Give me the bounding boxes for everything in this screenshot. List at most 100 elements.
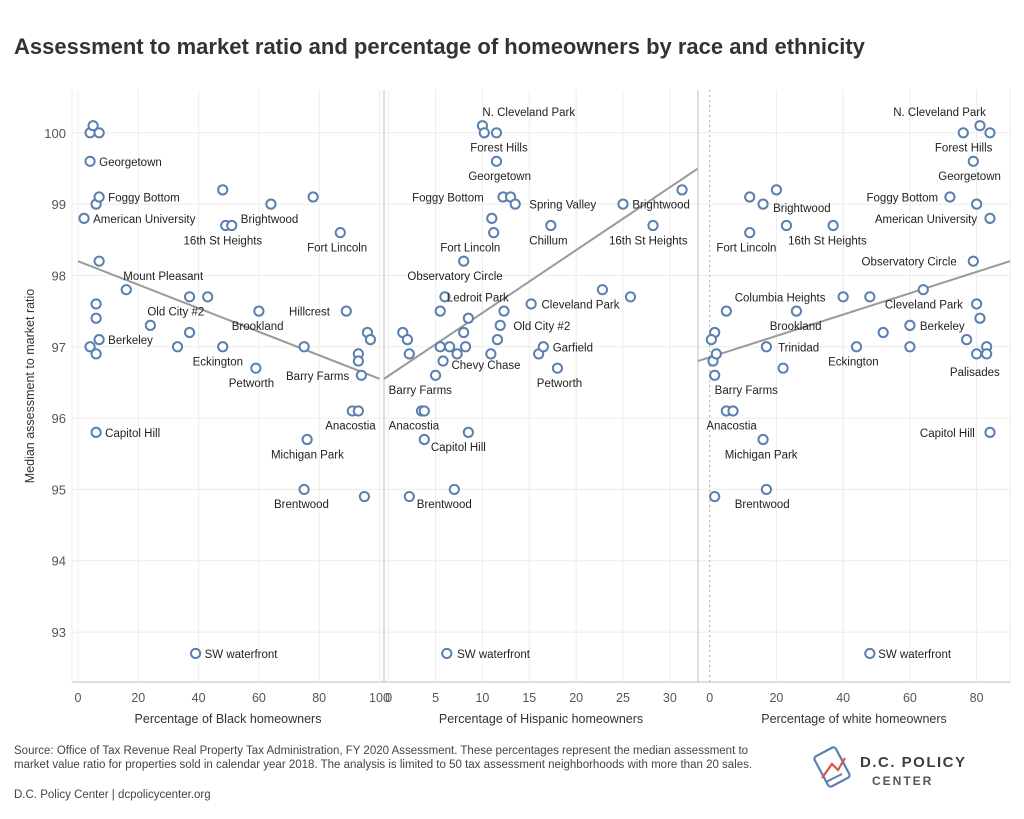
- x-tick-label: 60: [903, 691, 917, 705]
- data-point: [967, 255, 979, 267]
- point-label: Hillcrest: [289, 307, 331, 319]
- data-point: [90, 426, 102, 438]
- chart-title: Assessment to market ratio and percentag…: [14, 34, 865, 59]
- panel-1: 0 20 40 60 80 100 Percentage of Black homeowne…: [75, 90, 390, 726]
- x-tick-label: 20: [769, 691, 783, 705]
- point-label: American University: [875, 214, 977, 226]
- point-label: Trinidad: [778, 342, 819, 354]
- data-point: [334, 227, 346, 239]
- data-point: [760, 483, 773, 496]
- data-point: [364, 334, 377, 346]
- point-label: Petworth: [229, 378, 274, 390]
- point-label: Barry Farms: [286, 371, 350, 383]
- data-point: [757, 198, 769, 210]
- x-tick-label: 20: [131, 691, 145, 705]
- data-point: [974, 312, 986, 324]
- point-label: Foggy Bottom: [108, 192, 180, 204]
- data-point: [705, 334, 717, 346]
- data-point: [93, 127, 105, 139]
- data-point: [403, 348, 415, 360]
- point-label: Barry Farms: [389, 385, 453, 397]
- point-label: N. Cleveland Park: [482, 107, 575, 119]
- data-point: [418, 405, 430, 417]
- data-point: [509, 198, 521, 210]
- data-point: [710, 348, 722, 360]
- point-label: Berkeley: [108, 335, 153, 347]
- data-point: [90, 348, 102, 360]
- x-tick-label: 40: [192, 691, 206, 705]
- data-point: [429, 369, 442, 381]
- point-label: Georgetown: [99, 157, 162, 169]
- point-label: Columbia Heights: [735, 292, 826, 304]
- dc-policy-center-logo: D.C. POLICY CENTER: [812, 742, 1012, 797]
- data-point: [120, 284, 132, 296]
- data-point: [624, 291, 637, 303]
- data-point: [537, 341, 549, 353]
- data-point: [917, 284, 929, 296]
- data-point: [727, 405, 739, 417]
- x-tick-label: 5: [432, 691, 439, 705]
- point-label: 16th St Heights: [184, 235, 263, 247]
- point-label: Eckington: [193, 357, 244, 369]
- data-point: [864, 647, 876, 660]
- data-point: [434, 305, 446, 317]
- point-label: Fort Lincoln: [307, 242, 367, 254]
- x-tick-label: 0: [706, 691, 713, 705]
- data-point: [437, 355, 449, 367]
- data-point: [217, 341, 229, 353]
- data-point: [253, 305, 265, 317]
- data-point: [202, 291, 214, 303]
- data-point: [358, 490, 371, 503]
- point-label: Fort Lincoln: [716, 242, 776, 254]
- point-label: Brentwood: [735, 499, 790, 511]
- data-point: [904, 341, 916, 353]
- point-label: Brightwood: [773, 203, 831, 215]
- data-point: [462, 426, 474, 438]
- data-point: [498, 305, 510, 317]
- point-label: Anacostia: [325, 421, 376, 433]
- y-tick-label: 99: [52, 197, 66, 212]
- point-label: Capitol Hill: [105, 428, 160, 440]
- point-label: Michigan Park: [271, 449, 344, 461]
- data-point: [451, 348, 463, 360]
- data-point: [444, 341, 456, 353]
- data-point: [837, 291, 849, 303]
- point-label: Chevy Chase: [451, 360, 520, 372]
- data-point: [93, 255, 105, 267]
- point-label: Capitol Hill: [920, 428, 975, 440]
- data-point: [478, 127, 490, 139]
- data-point: [944, 191, 956, 203]
- point-label: Chillum: [529, 235, 567, 247]
- data-point: [551, 362, 564, 374]
- point-label: Berkeley: [920, 321, 965, 333]
- data-point: [250, 362, 262, 374]
- data-point: [144, 319, 156, 331]
- data-point: [183, 326, 196, 339]
- data-point: [904, 319, 916, 331]
- point-label: Palisades: [950, 367, 1000, 379]
- data-point: [418, 433, 430, 446]
- point-label: SW waterfront: [878, 649, 952, 661]
- data-point: [720, 305, 732, 317]
- data-point: [981, 348, 993, 360]
- point-label: Mount Pleasant: [123, 271, 204, 283]
- data-point: [93, 191, 105, 203]
- y-tick-label: 93: [52, 625, 66, 640]
- point-label: 16th St Heights: [609, 235, 688, 247]
- point-label: Observatory Circle: [407, 271, 502, 283]
- point-label: Michigan Park: [725, 449, 798, 461]
- data-point: [459, 341, 472, 353]
- x-tick-label: 25: [616, 691, 630, 705]
- data-point: [403, 490, 415, 503]
- point-label: Cleveland Park: [541, 299, 619, 311]
- point-label: Georgetown: [938, 171, 1001, 183]
- point-label: Spring Valley: [529, 200, 596, 212]
- point-label: Anacostia: [389, 421, 440, 433]
- data-point: [961, 334, 973, 346]
- data-point: [340, 305, 352, 317]
- point-label: Petworth: [537, 378, 582, 390]
- data-point: [984, 212, 996, 224]
- data-point: [617, 198, 629, 210]
- data-point: [744, 191, 756, 203]
